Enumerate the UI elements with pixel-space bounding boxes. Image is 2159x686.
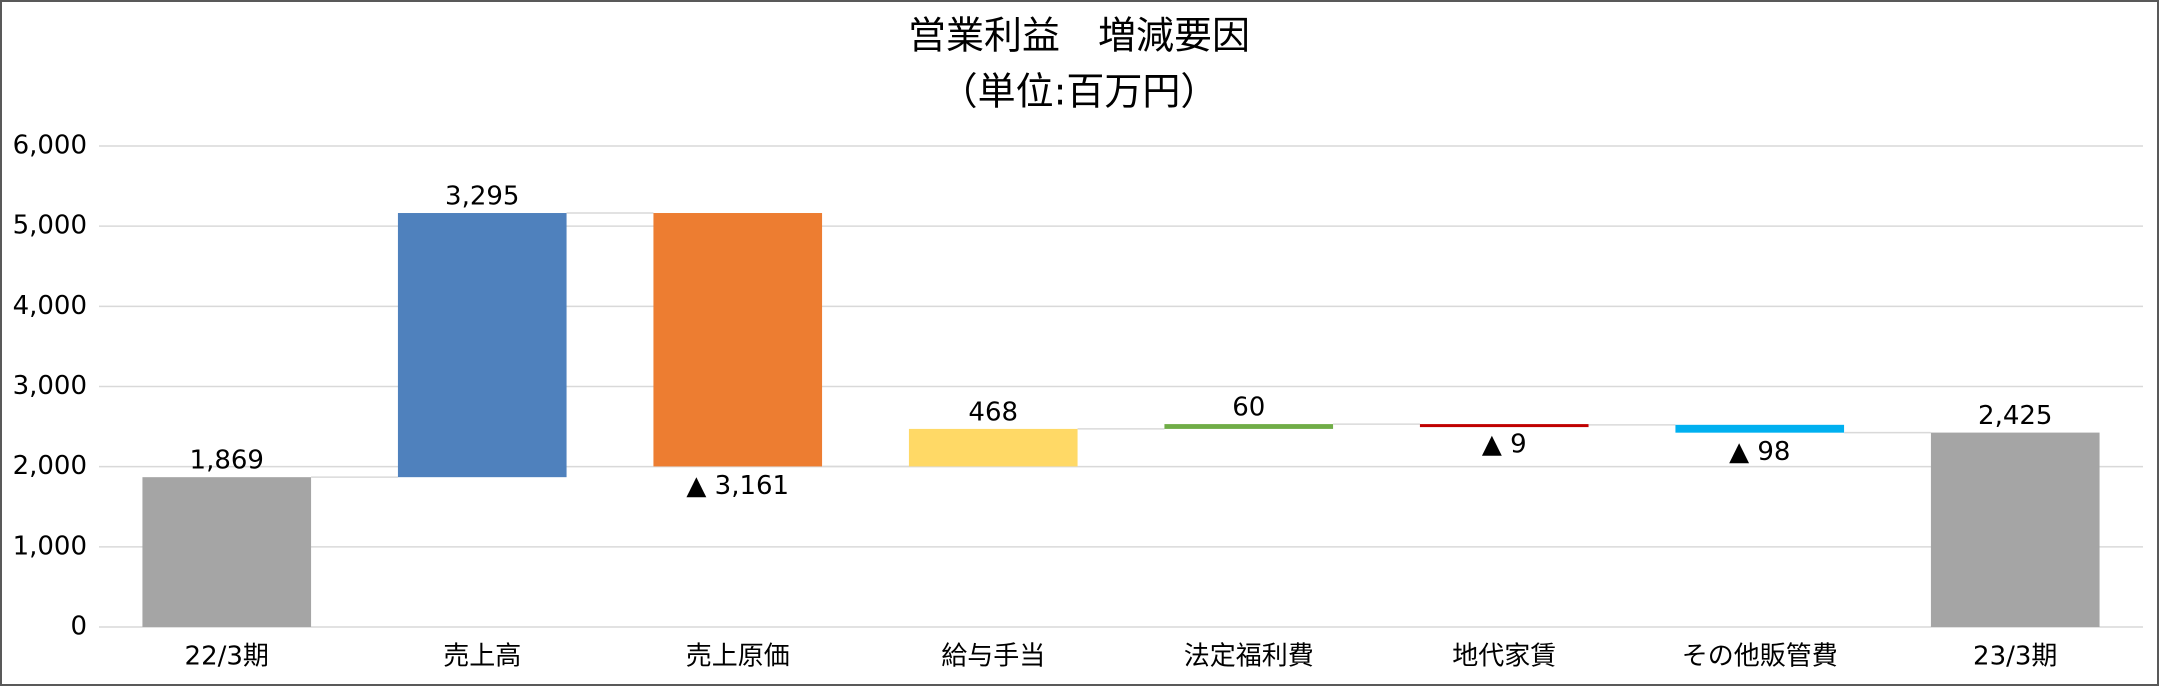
chart-title: 営業利益 増減要因 — [908, 14, 1250, 58]
chart-subtitle: （単位:百万円） — [940, 70, 1219, 114]
x-tick-label: 22/3期 — [185, 642, 269, 672]
y-tick-label: 0 — [70, 612, 87, 642]
y-tick-label: 5,000 — [13, 211, 87, 241]
value-label: ▲ 98 — [1729, 437, 1790, 467]
y-tick-label: 6,000 — [13, 131, 87, 161]
x-tick-label: 地代家賃 — [1452, 642, 1556, 672]
value-label: 3,295 — [445, 182, 519, 212]
x-tick-label: 法定福利費 — [1184, 642, 1314, 672]
value-label: 468 — [968, 397, 1018, 427]
bar — [653, 213, 823, 467]
y-tick-label: 3,000 — [13, 371, 87, 401]
bar — [1419, 424, 1589, 428]
x-tick-label: 売上高 — [443, 642, 521, 672]
x-tick-label: 23/3期 — [1973, 642, 2057, 672]
value-label: ▲ 9 — [1482, 429, 1527, 459]
x-tick-label: 給与手当 — [941, 642, 1045, 672]
bar — [397, 213, 567, 478]
bar — [1930, 432, 2100, 627]
x-tick-label: 売上原価 — [686, 642, 790, 672]
y-tick-label: 4,000 — [13, 291, 87, 321]
y-tick-label: 2,000 — [13, 451, 87, 481]
value-label: ▲ 3,161 — [686, 471, 789, 501]
bar — [908, 428, 1078, 467]
value-label: 1,869 — [190, 446, 264, 476]
x-tick-label: その他販管費 — [1682, 642, 1838, 672]
y-tick-label: 1,000 — [13, 531, 87, 561]
value-label: 60 — [1232, 393, 1265, 423]
bar — [142, 477, 312, 627]
value-label: 2,425 — [1978, 401, 2052, 431]
bar — [1164, 424, 1334, 429]
bar — [1675, 424, 1845, 433]
